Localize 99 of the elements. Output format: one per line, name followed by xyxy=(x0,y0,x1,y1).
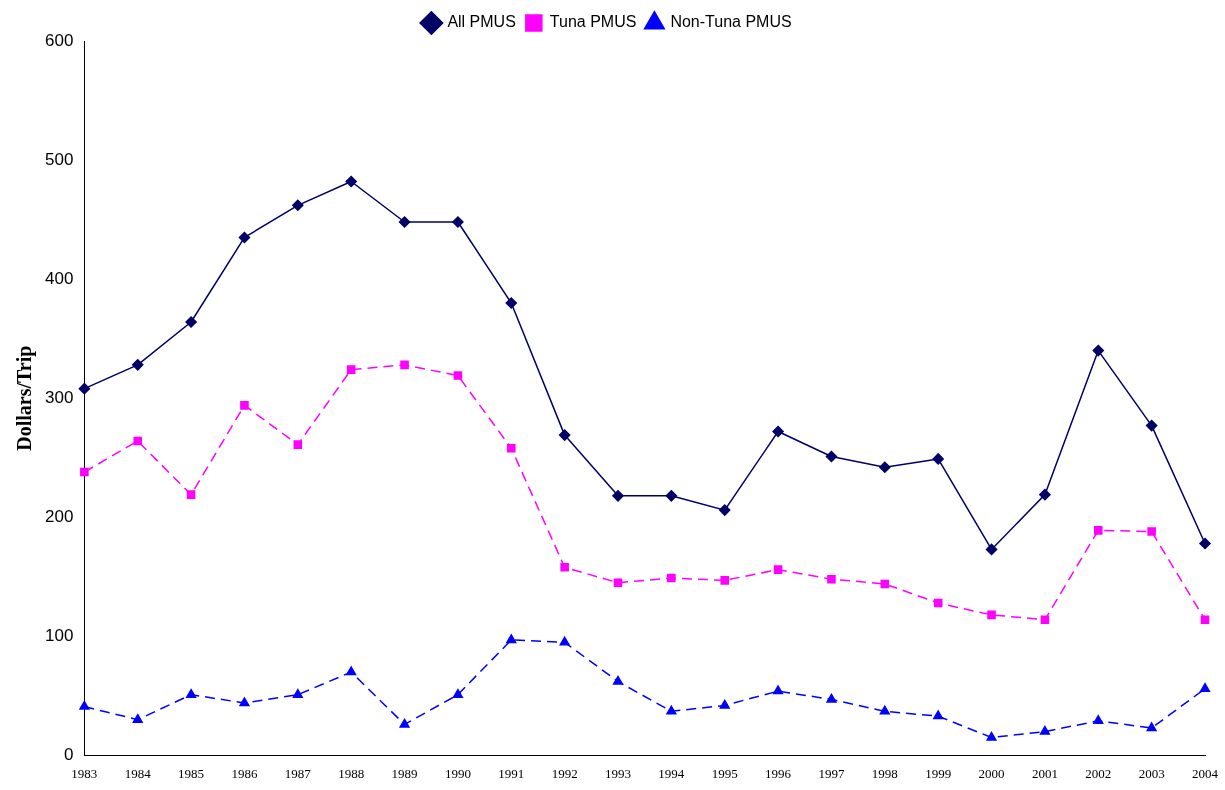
x-tick-label: 1991 xyxy=(498,765,525,781)
point xyxy=(986,731,997,741)
point xyxy=(399,718,410,728)
x-tick-label: 1985 xyxy=(178,765,205,781)
point xyxy=(132,713,143,723)
point xyxy=(346,666,357,676)
point xyxy=(239,697,250,707)
x-tick-label: 1993 xyxy=(605,765,631,781)
point xyxy=(665,490,678,502)
point xyxy=(1093,715,1104,725)
x-tick-label: 2001 xyxy=(1031,765,1058,781)
y-tick-label: 0 xyxy=(63,745,74,765)
x-tick-label: 1986 xyxy=(231,765,258,781)
x-tick-label: 1995 xyxy=(711,765,738,781)
point xyxy=(452,216,464,228)
y-tick-label: 100 xyxy=(44,626,74,646)
x-tick-label: 2004 xyxy=(1192,765,1219,781)
point xyxy=(560,562,569,572)
point xyxy=(933,598,943,608)
point xyxy=(720,576,730,585)
point xyxy=(559,636,570,646)
x-tick-label: 2003 xyxy=(1138,765,1165,781)
point xyxy=(346,365,356,374)
point xyxy=(987,610,996,620)
point xyxy=(505,297,518,309)
point xyxy=(185,316,197,328)
point xyxy=(773,565,783,574)
point xyxy=(933,710,944,720)
point xyxy=(1093,526,1103,535)
x-tick-label: 1990 xyxy=(444,765,471,781)
x-tick-label: 1992 xyxy=(551,765,578,781)
y-tick-label: 400 xyxy=(44,268,74,288)
point xyxy=(985,543,998,556)
x-tick-label: 1988 xyxy=(338,765,365,781)
point xyxy=(558,429,571,441)
point xyxy=(1039,488,1051,501)
point xyxy=(667,573,676,583)
point xyxy=(613,578,623,588)
point xyxy=(240,401,249,410)
point xyxy=(612,490,624,502)
point xyxy=(1146,722,1157,732)
y-axis-title: Dollars/Trip xyxy=(13,345,37,451)
y-tick-label: 500 xyxy=(44,149,74,169)
x-tick-label: 1996 xyxy=(765,765,792,781)
point xyxy=(398,216,411,228)
x-tick-label: 1983 xyxy=(71,765,98,781)
x-tick-label: 1997 xyxy=(818,765,845,781)
point xyxy=(345,175,357,188)
point xyxy=(293,440,303,449)
point xyxy=(879,461,891,474)
point xyxy=(453,371,463,380)
point xyxy=(880,579,890,589)
point xyxy=(826,693,837,703)
y-tick-label: 600 xyxy=(44,30,74,50)
point xyxy=(1040,615,1050,624)
point xyxy=(666,705,677,715)
point xyxy=(186,490,196,499)
y-tick-label: 200 xyxy=(44,506,74,526)
point xyxy=(78,382,91,395)
point xyxy=(131,359,144,371)
legend-label: All PMUS xyxy=(447,13,516,31)
point xyxy=(1039,725,1050,735)
point xyxy=(612,675,624,685)
point xyxy=(238,231,251,244)
point xyxy=(506,443,516,453)
x-tick-label: 1998 xyxy=(871,765,898,781)
point xyxy=(773,685,784,695)
point xyxy=(452,688,463,698)
point xyxy=(718,504,731,516)
x-tick-label: 2000 xyxy=(978,765,1005,781)
point xyxy=(825,450,838,463)
point xyxy=(772,425,784,438)
point xyxy=(879,705,890,715)
point xyxy=(1199,537,1211,550)
point xyxy=(719,699,730,709)
x-tick-label: 1999 xyxy=(925,765,952,781)
x-tick-label: 2002 xyxy=(1085,765,1112,781)
x-tick-label: 1989 xyxy=(391,765,418,781)
point xyxy=(400,360,409,370)
point xyxy=(80,467,89,477)
point xyxy=(186,688,197,698)
point xyxy=(79,700,90,710)
point xyxy=(1145,419,1158,432)
point xyxy=(1092,344,1105,357)
x-tick-label: 1984 xyxy=(124,765,152,781)
point xyxy=(292,688,303,698)
point xyxy=(1200,615,1210,624)
point xyxy=(932,453,944,465)
point xyxy=(133,436,143,446)
y-tick-label: 300 xyxy=(44,387,74,407)
legend-label: Non-Tuna PMUS xyxy=(670,13,792,31)
point xyxy=(506,634,517,644)
point xyxy=(292,199,304,212)
point xyxy=(1147,527,1156,536)
point xyxy=(1199,682,1211,692)
point xyxy=(827,574,836,584)
x-tick-label: 1994 xyxy=(658,765,685,781)
legend-label: Tuna PMUS xyxy=(549,13,637,31)
x-tick-label: 1987 xyxy=(284,765,312,781)
